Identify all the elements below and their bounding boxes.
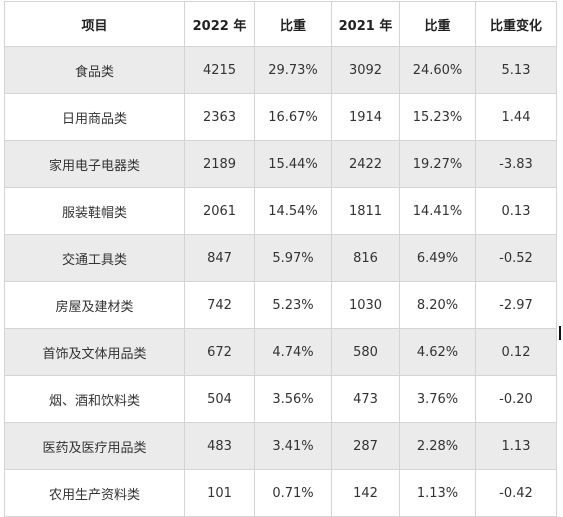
header-item: 项目 xyxy=(4,1,185,47)
cell-share-2022: 5.23% xyxy=(254,281,332,329)
cell-share-2021: 15.23% xyxy=(399,93,476,141)
table-row: 日用商品类 2363 16.67% 1914 15.23% 1.44 xyxy=(4,93,557,141)
cell-share-2021: 2.28% xyxy=(399,422,476,470)
cell-share-2021: 8.20% xyxy=(399,281,476,329)
header-share-change: 比重变化 xyxy=(475,1,557,47)
cell-share-2022: 3.56% xyxy=(254,375,332,423)
cell-2021: 580 xyxy=(331,328,400,376)
table-row: 医药及医疗用品类 483 3.41% 287 2.28% 1.13 xyxy=(4,422,557,470)
table-row: 食品类 4215 29.73% 3092 24.60% 5.13 xyxy=(4,46,557,94)
cell-item: 农用生产资料类 xyxy=(4,469,185,517)
cell-share-change: 0.13 xyxy=(475,187,557,235)
table-row: 家用电子电器类 2189 15.44% 2422 19.27% -3.83 xyxy=(4,140,557,188)
cell-2021: 473 xyxy=(331,375,400,423)
cell-share-2022: 14.54% xyxy=(254,187,332,235)
table-header: 项目 2022 年 比重 2021 年 比重 比重变化 xyxy=(4,1,557,47)
cell-share-change: 1.13 xyxy=(475,422,557,470)
cell-share-2022: 4.74% xyxy=(254,328,332,376)
cell-share-change: 0.12 xyxy=(475,328,557,376)
table-body: 食品类 4215 29.73% 3092 24.60% 5.13 日用商品类 2363 16.6… xyxy=(4,46,557,517)
cell-share-2021: 3.76% xyxy=(399,375,476,423)
edge-marker xyxy=(559,326,561,340)
cell-share-2022: 16.67% xyxy=(254,93,332,141)
cell-share-2021: 24.60% xyxy=(399,46,476,94)
cell-2022: 101 xyxy=(184,469,255,517)
cell-share-2021: 19.27% xyxy=(399,140,476,188)
cell-2021: 1914 xyxy=(331,93,400,141)
cell-item: 首饰及文体用品类 xyxy=(4,328,185,376)
cell-share-change: 1.44 xyxy=(475,93,557,141)
data-table: 项目 2022 年 比重 2021 年 比重 比重变化 食品类 4215 29.73… xyxy=(4,1,557,517)
cell-2021: 3092 xyxy=(331,46,400,94)
cell-share-change: -0.42 xyxy=(475,469,557,517)
cell-2022: 2189 xyxy=(184,140,255,188)
cell-item: 食品类 xyxy=(4,46,185,94)
cell-item: 房屋及建材类 xyxy=(4,281,185,329)
cell-2022: 672 xyxy=(184,328,255,376)
table-row: 首饰及文体用品类 672 4.74% 580 4.62% 0.12 xyxy=(4,328,557,376)
cell-share-2021: 6.49% xyxy=(399,234,476,282)
cell-share-2021: 4.62% xyxy=(399,328,476,376)
cell-2021: 2422 xyxy=(331,140,400,188)
cell-item: 烟、酒和饮料类 xyxy=(4,375,185,423)
cell-2021: 142 xyxy=(331,469,400,517)
cell-2021: 1811 xyxy=(331,187,400,235)
cell-2021: 816 xyxy=(331,234,400,282)
cell-share-2021: 14.41% xyxy=(399,187,476,235)
header-2022: 2022 年 xyxy=(184,1,255,47)
cell-2021: 287 xyxy=(331,422,400,470)
cell-share-2022: 0.71% xyxy=(254,469,332,517)
table-row: 交通工具类 847 5.97% 816 6.49% -0.52 xyxy=(4,234,557,282)
cell-share-2022: 29.73% xyxy=(254,46,332,94)
cell-2022: 483 xyxy=(184,422,255,470)
table-row: 农用生产资料类 101 0.71% 142 1.13% -0.42 xyxy=(4,469,557,517)
cell-2021: 1030 xyxy=(331,281,400,329)
cell-2022: 2363 xyxy=(184,93,255,141)
cell-2022: 2061 xyxy=(184,187,255,235)
cell-2022: 504 xyxy=(184,375,255,423)
cell-2022: 742 xyxy=(184,281,255,329)
cell-share-change: -0.52 xyxy=(475,234,557,282)
cell-item: 交通工具类 xyxy=(4,234,185,282)
cell-2022: 847 xyxy=(184,234,255,282)
header-2021: 2021 年 xyxy=(331,1,400,47)
cell-share-change: 5.13 xyxy=(475,46,557,94)
table-row: 服装鞋帽类 2061 14.54% 1811 14.41% 0.13 xyxy=(4,187,557,235)
table-row: 房屋及建材类 742 5.23% 1030 8.20% -2.97 xyxy=(4,281,557,329)
cell-share-2022: 3.41% xyxy=(254,422,332,470)
header-share-2021: 比重 xyxy=(399,1,476,47)
cell-item: 服装鞋帽类 xyxy=(4,187,185,235)
table-row: 烟、酒和饮料类 504 3.56% 473 3.76% -0.20 xyxy=(4,375,557,423)
header-share-2022: 比重 xyxy=(254,1,332,47)
cell-share-2022: 5.97% xyxy=(254,234,332,282)
cell-share-2022: 15.44% xyxy=(254,140,332,188)
cell-share-change: -3.83 xyxy=(475,140,557,188)
cell-item: 医药及医疗用品类 xyxy=(4,422,185,470)
cell-share-2021: 1.13% xyxy=(399,469,476,517)
cell-share-change: -0.20 xyxy=(475,375,557,423)
header-row: 项目 2022 年 比重 2021 年 比重 比重变化 xyxy=(4,1,557,47)
cell-item: 家用电子电器类 xyxy=(4,140,185,188)
cell-2022: 4215 xyxy=(184,46,255,94)
cell-share-change: -2.97 xyxy=(475,281,557,329)
cell-item: 日用商品类 xyxy=(4,93,185,141)
